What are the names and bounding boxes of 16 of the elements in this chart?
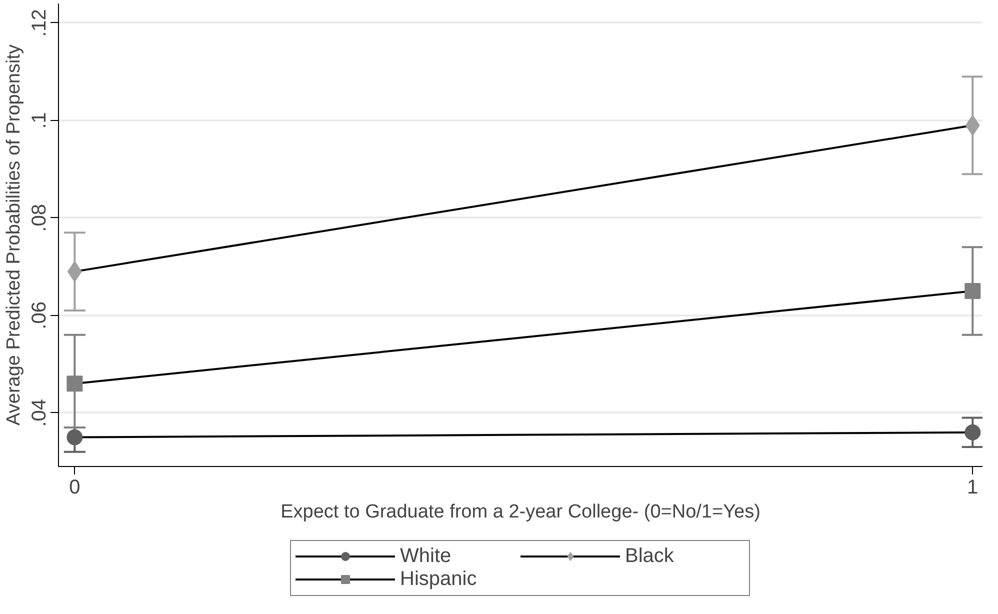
y-tick-label: .12 <box>28 9 50 37</box>
x-axis-title: Expect to Graduate from a 2-year College- (0=No/1=Yes) <box>280 502 760 522</box>
point <box>66 429 83 446</box>
legend-label: White <box>400 544 452 568</box>
y-tick-label: .08 <box>28 204 50 232</box>
legend-label: Black <box>625 544 675 568</box>
point <box>66 376 83 392</box>
x-tick-label: 0 <box>69 476 80 498</box>
point <box>964 283 981 300</box>
x-tick-label: 1 <box>967 476 978 498</box>
point <box>964 424 981 440</box>
legend-label: Hispanic <box>400 568 478 590</box>
y-tick-label: .04 <box>28 398 50 427</box>
y-tick-label: .06 <box>28 302 50 330</box>
y-axis-title: Average Predicted Probabilities of Propensity <box>4 44 24 426</box>
y-tick-label: .1 <box>28 112 50 129</box>
